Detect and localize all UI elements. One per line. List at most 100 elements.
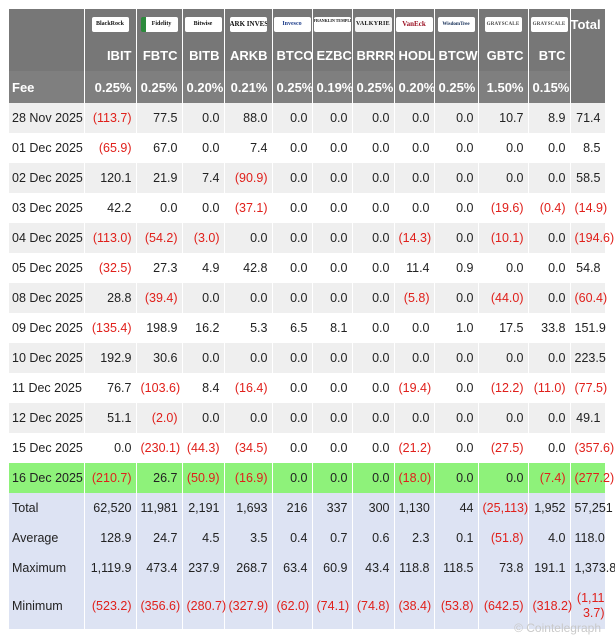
flow-cell: (12.2) (478, 373, 529, 403)
flow-cell: (7.4) (528, 463, 571, 493)
flow-cell: 0.0 (528, 433, 571, 463)
flow-cell: 192.9 (84, 343, 137, 373)
flow-cell: 0.0 (272, 403, 313, 433)
ticker-header: ARKB (224, 40, 273, 71)
ticker-header: IBIT (84, 40, 137, 71)
flow-cell: (54.2) (136, 223, 183, 253)
stats-cell: 11,981 (136, 493, 183, 523)
fee-total-blank (570, 71, 606, 103)
flow-cell: (65.9) (84, 133, 137, 163)
flow-cell: 0.0 (224, 343, 273, 373)
flow-cell: (16.9) (224, 463, 273, 493)
flow-cell: 0.0 (478, 253, 529, 283)
logo-row: BlackRock Fidelity Bitwise ARK INVEST In… (9, 9, 606, 40)
flow-cell: 0.0 (272, 373, 313, 403)
row-total: 223.5 (570, 343, 606, 373)
row-total: (14.9) (570, 193, 607, 223)
flow-cell: (11.0) (528, 373, 571, 403)
flow-cell: 0.0 (352, 403, 395, 433)
flow-cell: 0.0 (352, 463, 395, 493)
ticker-header: EZBC (312, 40, 353, 71)
bitwise-logo: Bitwise (184, 17, 222, 33)
flow-cell: 0.0 (434, 133, 479, 163)
fee-label: Fee (9, 71, 85, 103)
flow-cell: 0.0 (434, 193, 479, 223)
stats-total-value: 57,251 (574, 501, 613, 515)
fee-value: 0.20% (182, 71, 225, 103)
flow-cell: 0.0 (394, 313, 435, 343)
flow-cell: 0.0 (434, 163, 479, 193)
flow-cell: (2.0) (136, 403, 183, 433)
flow-cell: 8.9 (528, 103, 571, 133)
ticker-header: FBTC (136, 40, 183, 71)
flow-cell: 0.0 (224, 283, 273, 313)
table-body: BlackRock Fidelity Bitwise ARK INVEST In… (9, 9, 615, 629)
fee-value: 0.25% (136, 71, 183, 103)
flow-cell: 0.0 (272, 103, 313, 133)
ticker-header: BTCO (272, 40, 313, 71)
ticker-row: IBIT FBTC BITB ARKB BTCO EZBC BRRR HODL BTCW GBTC… (9, 40, 606, 71)
fee-value: 0.21% (224, 71, 273, 103)
stats-cell: 3.5 (224, 523, 273, 553)
flow-cell: (19.6) (478, 193, 529, 223)
row-date: 02 Dec 2025 (9, 163, 85, 193)
flow-cell: 0.0 (434, 223, 479, 253)
flow-cell: 7.4 (182, 163, 225, 193)
stats-row: Average 128.9 24.7 4.5 3.5 0.4 0.7 0.6 2.3 0.1 (51… (9, 523, 606, 553)
flow-cell: (16.4) (224, 373, 273, 403)
flow-cell: 0.0 (352, 103, 395, 133)
flow-cell: 0.0 (528, 163, 571, 193)
flow-cell: 0.0 (352, 313, 395, 343)
flow-cell: 6.5 (272, 313, 313, 343)
table-row: 16 Dec 2025 (210.7) 26.7 (50.9) (16.9) 0.0 0.0… (9, 463, 614, 493)
flow-cell: 0.0 (312, 103, 353, 133)
flow-cell: 7.4 (224, 133, 273, 163)
stats-label: Total (9, 493, 85, 523)
fee-value: 1.50% (478, 71, 529, 103)
flow-cell: 0.0 (394, 133, 435, 163)
flow-cell: 0.0 (272, 433, 313, 463)
stats-cell: 24.7 (136, 523, 183, 553)
stats-cell: 2.3 (394, 523, 435, 553)
row-date: 05 Dec 2025 (9, 253, 85, 283)
stats-cell: 237.9 (182, 553, 225, 583)
table-row: 12 Dec 2025 51.1 (2.0) 0.0 0.0 0.0 0.0 0.0 0.0 0.… (9, 403, 606, 433)
fee-value: 0.19% (312, 71, 353, 103)
stats-cell: (38.4) (394, 583, 435, 629)
flow-cell: 0.0 (272, 223, 313, 253)
flow-cell: 0.0 (224, 403, 273, 433)
stats-cell: 1,130 (394, 493, 435, 523)
stats-total-value: 118.0 (574, 531, 605, 545)
flow-cell: 5.3 (224, 313, 273, 343)
blackrock-logo: BlackRock (91, 17, 129, 33)
row-date: 03 Dec 2025 (9, 193, 85, 223)
stats-cell: 216 (272, 493, 313, 523)
flow-cell: 0.0 (312, 223, 353, 253)
row-total: (277.2) (570, 463, 614, 493)
stats-cell: 473.4 (136, 553, 183, 583)
stats-label: Minimum (9, 583, 85, 629)
flow-cell: 0.0 (528, 343, 571, 373)
fee-value: 0.20% (394, 71, 435, 103)
etf-flows-table: BlackRock Fidelity Bitwise ARK INVEST In… (9, 9, 615, 629)
stats-cell: 118.8 (394, 553, 435, 583)
row-date: 11 Dec 2025 (9, 373, 85, 403)
stats-cell: 0.1 (434, 523, 479, 553)
flow-cell: 0.0 (352, 283, 395, 313)
flow-cell: 0.0 (272, 283, 313, 313)
flow-cell: 0.0 (394, 163, 435, 193)
row-total: (194.6) (570, 223, 614, 253)
flow-cell: (37.1) (224, 193, 273, 223)
flow-cell: 0.0 (478, 133, 529, 163)
flow-cell: (113.0) (84, 223, 137, 253)
flow-cell: 17.5 (478, 313, 529, 343)
stats-cell: (318.2) (528, 583, 572, 629)
stats-cell: 60.9 (312, 553, 353, 583)
flow-cell: (0.4) (528, 193, 571, 223)
flow-cell: 21.9 (136, 163, 183, 193)
flow-cell: 11.4 (394, 253, 435, 283)
stats-cell: (53.8) (434, 583, 479, 629)
table-row: 15 Dec 2025 0.0 (230.1) (44.3) (34.5) 0.0 0.0 0… (9, 433, 614, 463)
flow-cell: 0.0 (352, 223, 395, 253)
invesco-logo: Invesco (273, 17, 311, 33)
